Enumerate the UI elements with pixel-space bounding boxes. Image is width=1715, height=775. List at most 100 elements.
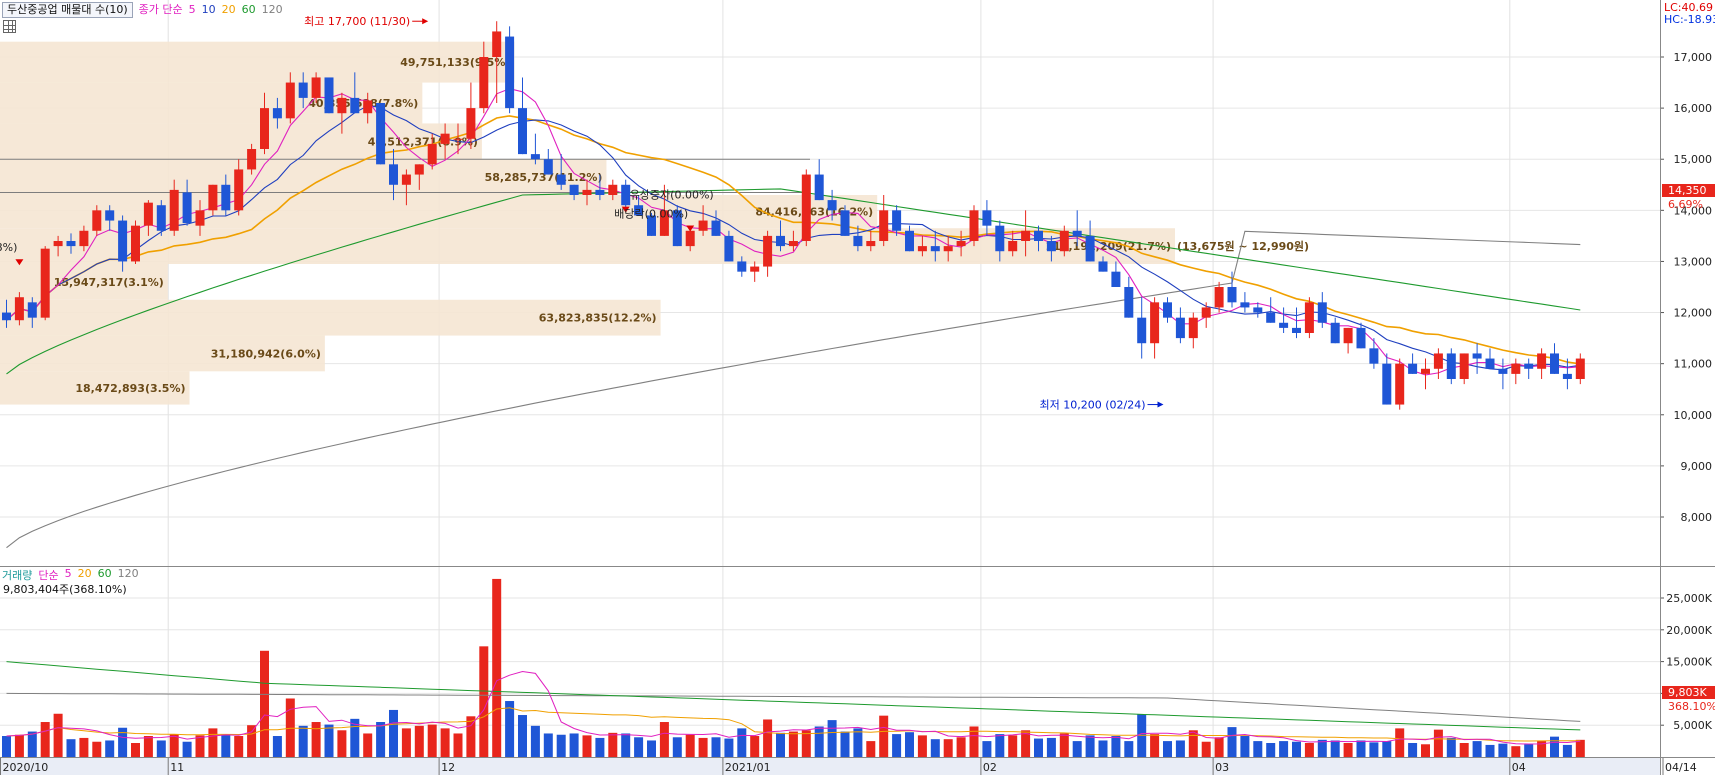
candle-body: [1008, 241, 1018, 252]
candle-body: [995, 225, 1005, 252]
candle-body: [260, 108, 269, 149]
volume-bar: [556, 734, 566, 757]
ma60-legend: 60: [241, 3, 256, 16]
candle-body: [1072, 230, 1082, 236]
table-icon[interactable]: [3, 20, 16, 33]
volume-bar: [1382, 741, 1392, 757]
candle-body: [350, 97, 360, 114]
candle-body: [608, 184, 618, 195]
candle-body: [1059, 230, 1069, 252]
price-tick-label: 14,000: [1674, 204, 1713, 217]
volume-bar: [840, 731, 850, 757]
candle-body: [866, 241, 876, 247]
volume-bar: [1317, 739, 1327, 757]
volume-bar: [724, 738, 734, 757]
volume-bar: [118, 727, 128, 757]
volume-bar: [1446, 737, 1456, 757]
volume-bar: [1575, 739, 1585, 757]
candle-body: [27, 302, 37, 318]
volume-bar: [1292, 741, 1301, 757]
candle-body: [1459, 353, 1469, 379]
candle-body: [1163, 302, 1172, 318]
profile-label: 84,416,263(16.2%): [755, 206, 873, 219]
profile-label: 63,823,835(12.2%): [539, 312, 657, 325]
candle-body: [143, 202, 153, 226]
candle-body: [1485, 358, 1495, 369]
volume-bar: [634, 737, 644, 757]
volume-bar: [337, 730, 347, 757]
volume-bar: [505, 701, 515, 757]
candle-body: [427, 143, 437, 165]
hc-label: HC:-18.93: [1664, 13, 1715, 26]
candle-body: [2, 312, 11, 321]
volume-profile: 49,751,133(9.5%)40,855,528(7.8%)46,512,3…: [0, 41, 1309, 405]
candle-body: [1421, 368, 1430, 374]
volume-bar: [131, 743, 140, 757]
candle-body: [1021, 230, 1031, 241]
volume-bar: [1421, 744, 1430, 757]
volume-bar: [1485, 744, 1495, 757]
candle-body: [337, 97, 347, 114]
profile-bar: [0, 41, 515, 83]
volume-bar: [479, 646, 489, 757]
price-tick-label: 15,000: [1674, 153, 1713, 166]
volume-bar: [1511, 746, 1521, 757]
volume-bar: [27, 731, 37, 757]
candle-body: [14, 297, 24, 321]
current-volume-value: 9,803K: [1668, 686, 1707, 699]
volume-bar: [1021, 730, 1031, 757]
candle-body: [879, 210, 889, 241]
volume-bar: [324, 724, 334, 757]
event-label: 유상증자(0.00%): [630, 189, 714, 202]
volume-bar: [672, 737, 682, 757]
candle-body: [1137, 317, 1147, 344]
volume-bar: [1537, 740, 1547, 757]
volume-bar: [892, 734, 902, 757]
profile-bar: [0, 264, 168, 300]
date-label: 12: [441, 761, 455, 774]
current-price-value: 14,350: [1668, 184, 1707, 197]
candle-body: [814, 174, 824, 201]
profile-bar: [0, 371, 190, 405]
volume-bar: [698, 737, 708, 757]
candle-body: [943, 246, 953, 252]
volume-bar: [298, 725, 308, 757]
profile-note: (13,675원 ~ 12,990원): [1177, 239, 1309, 253]
candle-body: [1292, 327, 1301, 333]
volume-bar: [1175, 740, 1185, 757]
candle-body: [1124, 287, 1134, 318]
volume-bar: [737, 728, 747, 757]
event-marker: [15, 259, 24, 266]
candle-body: [737, 261, 747, 272]
candle-body: [1098, 261, 1108, 272]
event-label: 배당락(0.00%): [614, 207, 688, 220]
candle-body: [466, 108, 476, 139]
candle-body: [53, 241, 63, 247]
candle-body: [118, 220, 128, 262]
candle-body: [1046, 241, 1056, 252]
vol-ma20-line: [6, 707, 1581, 742]
volume-bar: [40, 722, 50, 757]
candle-body: [1240, 302, 1250, 308]
candles: [2, 21, 1585, 410]
ma120-legend: 120: [261, 3, 283, 16]
volume-bar: [827, 720, 837, 757]
candle-body: [195, 210, 205, 226]
volume-bar: [1459, 743, 1469, 757]
candle-body: [1111, 271, 1121, 287]
volume-bars: [2, 578, 1585, 757]
price-tick-label: 10,000: [1674, 409, 1713, 422]
ma60-line: [6, 188, 1581, 375]
price-ma-label: 종가 단순: [138, 3, 183, 16]
chart-title[interactable]: 두산중공업 매물대 수(10): [2, 2, 133, 18]
volume-bar: [518, 715, 527, 757]
candle-body: [1317, 302, 1327, 323]
volume-bar: [1085, 735, 1095, 757]
candle-body: [1214, 287, 1224, 308]
volume-bar: [363, 733, 373, 757]
price-tick-label: 11,000: [1674, 358, 1713, 371]
candle-body: [982, 210, 992, 226]
candle-body: [1201, 307, 1211, 318]
candle-body: [1369, 348, 1379, 364]
